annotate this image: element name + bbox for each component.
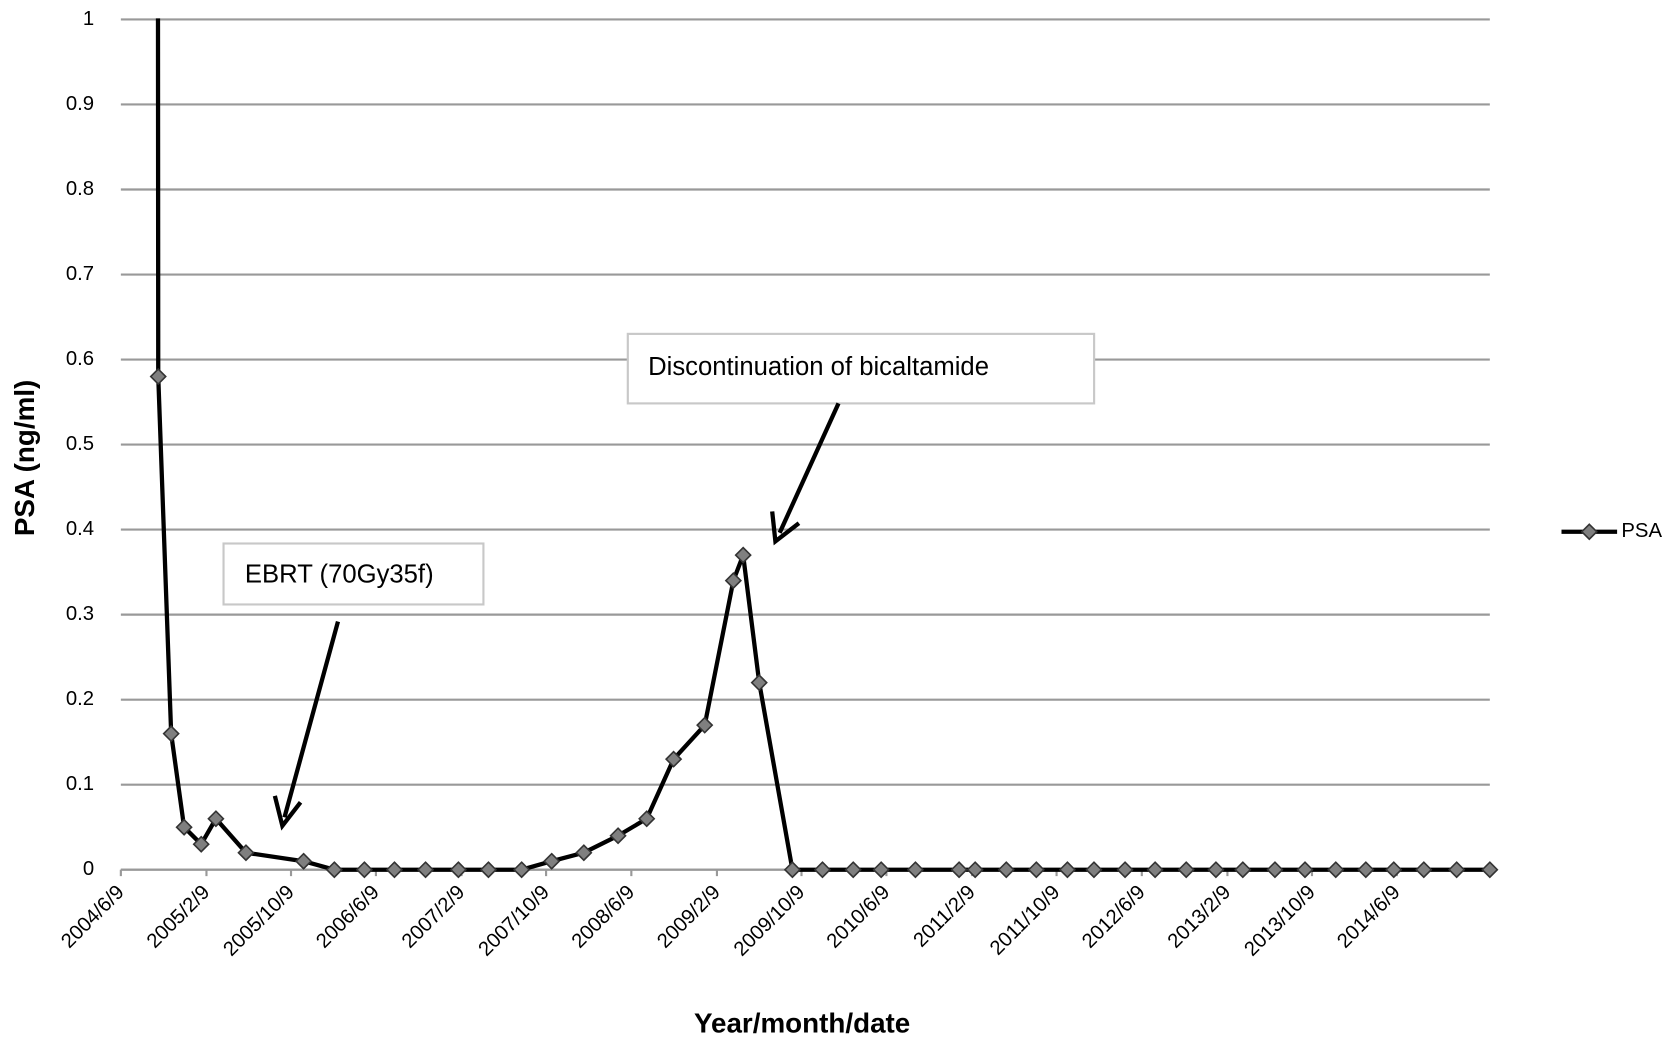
- point-marker: [1234, 861, 1252, 879]
- point-marker: [906, 861, 925, 879]
- annotation-arrow: [282, 621, 341, 818]
- point-marker: [966, 861, 984, 879]
- point-marker: [724, 571, 742, 590]
- point-marker: [325, 861, 343, 879]
- y-tick-label: 0: [83, 858, 94, 880]
- y-tick-label: 0.9: [66, 93, 94, 115]
- annotation-arrowhead: [272, 795, 303, 831]
- y-tick-label: 0.2: [66, 688, 94, 710]
- x-tick-label: 2014/6/9: [1333, 881, 1404, 952]
- x-axis-title: Year/month/date: [694, 1007, 910, 1038]
- x-tick-label: 2011/10/9: [986, 881, 1064, 959]
- point-marker: [449, 861, 468, 879]
- y-tick-label: 0.3: [66, 603, 94, 625]
- point-marker: [997, 861, 1015, 879]
- y-tick-label: 0.1: [66, 773, 94, 795]
- point-marker: [872, 861, 890, 879]
- x-tick-label: 2007/10/9: [474, 881, 553, 960]
- x-tick-label: 2010/6/9: [823, 881, 894, 952]
- annotation: Discontinuation of bicaltamide: [648, 353, 989, 381]
- legend: PSA: [1561, 520, 1662, 542]
- point-marker: [416, 861, 435, 879]
- point-marker: [696, 716, 714, 734]
- point-marker: [664, 750, 683, 768]
- point-marker: [385, 861, 404, 879]
- point-marker: [1177, 861, 1195, 879]
- point-marker: [1385, 861, 1403, 879]
- point-marker: [1146, 861, 1164, 879]
- point-marker: [162, 725, 180, 743]
- legend-label: PSA: [1621, 520, 1662, 542]
- point-marker: [355, 861, 374, 879]
- point-marker: [149, 367, 167, 386]
- point-marker: [479, 861, 498, 879]
- x-tick-label: 2007/2/9: [398, 881, 469, 952]
- x-tick-label: 2013/2/9: [1164, 881, 1235, 952]
- y-tick-label: 0.5: [66, 433, 94, 455]
- point-marker: [1207, 861, 1225, 879]
- point-marker: [734, 546, 752, 564]
- point-marker: [1481, 861, 1499, 879]
- x-tick-label: 2011/2/9: [909, 881, 979, 951]
- point-marker: [950, 861, 968, 879]
- annotation-arrow: [777, 402, 841, 534]
- point-marker: [783, 861, 802, 879]
- x-tick-label: 2004/6/9: [57, 881, 128, 952]
- annotation-arrowhead: [770, 511, 801, 546]
- plot-area: [149, 18, 1499, 879]
- point-marker: [1296, 861, 1314, 879]
- annotation: EBRT (70Gy35f): [245, 560, 434, 588]
- x-tick-label: 2009/10/9: [730, 881, 809, 960]
- point-marker: [207, 810, 225, 828]
- y-tick-label: 0.6: [66, 348, 94, 370]
- legend-marker: [1580, 523, 1598, 541]
- y-tick-label: 1: [83, 8, 94, 30]
- point-marker: [1327, 861, 1345, 879]
- point-marker: [1085, 861, 1103, 879]
- point-marker: [575, 844, 593, 862]
- point-marker: [750, 674, 768, 692]
- x-tick-label: 2008/6/9: [568, 881, 639, 952]
- x-tick-label: 2005/10/9: [219, 881, 298, 960]
- point-marker: [1357, 861, 1375, 879]
- point-marker: [192, 835, 210, 853]
- point-marker: [638, 810, 656, 828]
- point-marker: [543, 852, 561, 870]
- y-tick-label: 0.8: [66, 178, 94, 200]
- point-marker: [1027, 861, 1045, 879]
- point-marker: [1116, 861, 1134, 879]
- y-axis-title: PSA (ng/ml): [9, 380, 40, 536]
- x-tick-label: 2009/2/9: [653, 881, 724, 952]
- point-marker: [1415, 861, 1433, 879]
- point-marker: [1448, 861, 1466, 879]
- point-marker: [844, 861, 862, 879]
- x-tick-label: 2006/6/9: [312, 881, 383, 952]
- x-tick-label: 2013/10/9: [1240, 881, 1319, 960]
- annotation-box: [626, 332, 1096, 405]
- point-marker: [294, 852, 313, 870]
- point-marker: [813, 861, 832, 879]
- y-tick-label: 0.4: [66, 518, 94, 540]
- point-marker: [1266, 861, 1284, 879]
- point-marker: [1058, 861, 1077, 879]
- point-marker: [513, 861, 531, 879]
- x-tick-label: 2005/2/9: [143, 881, 214, 952]
- y-tick-label: 0.7: [66, 263, 94, 285]
- point-marker: [609, 827, 627, 845]
- point-marker: [175, 818, 193, 836]
- x-tick-label: 2012/6/9: [1078, 881, 1149, 952]
- point-marker: [237, 844, 255, 862]
- annotation-box: [222, 542, 485, 606]
